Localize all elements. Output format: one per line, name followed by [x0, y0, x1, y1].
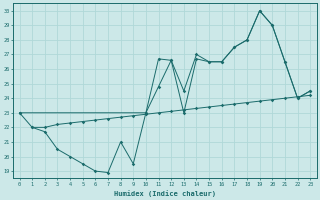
- X-axis label: Humidex (Indice chaleur): Humidex (Indice chaleur): [114, 190, 216, 197]
